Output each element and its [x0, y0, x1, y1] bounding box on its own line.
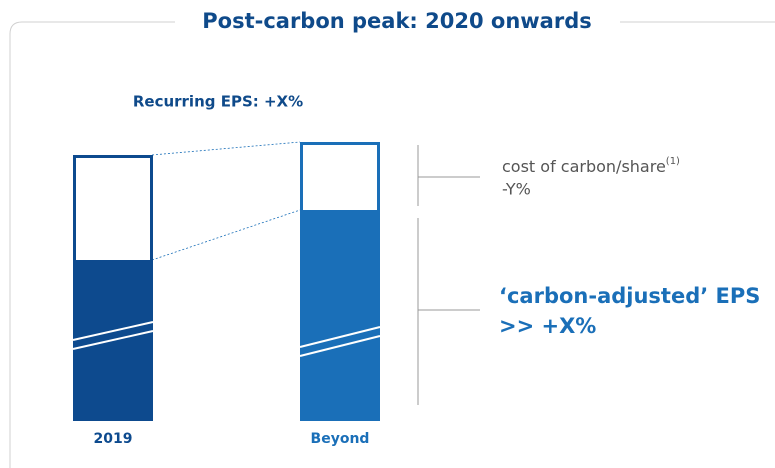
bar-label: 2019	[94, 431, 133, 447]
adjusted-label: ‘carbon-adjusted’ EPS	[499, 284, 760, 308]
connector	[151, 209, 301, 261]
break-line	[299, 326, 381, 348]
connector	[151, 141, 301, 156]
break-line	[299, 335, 381, 357]
subtitle: Recurring EPS: +X%	[133, 93, 303, 111]
title: Post-carbon peak: 2020 onwards	[202, 9, 591, 33]
footnote-ref: (1)	[666, 156, 680, 167]
break-line	[72, 330, 154, 350]
break-line	[72, 321, 154, 341]
frame-left	[9, 21, 175, 468]
cost-label: cost of carbon/share(1)	[502, 156, 680, 176]
bar-label: Beyond	[311, 431, 370, 447]
adjusted-change: >> +X%	[499, 314, 596, 338]
bar-segment	[300, 210, 380, 421]
cost-change: -Y%	[502, 180, 531, 199]
cost-text: cost of carbon/share	[502, 157, 666, 176]
